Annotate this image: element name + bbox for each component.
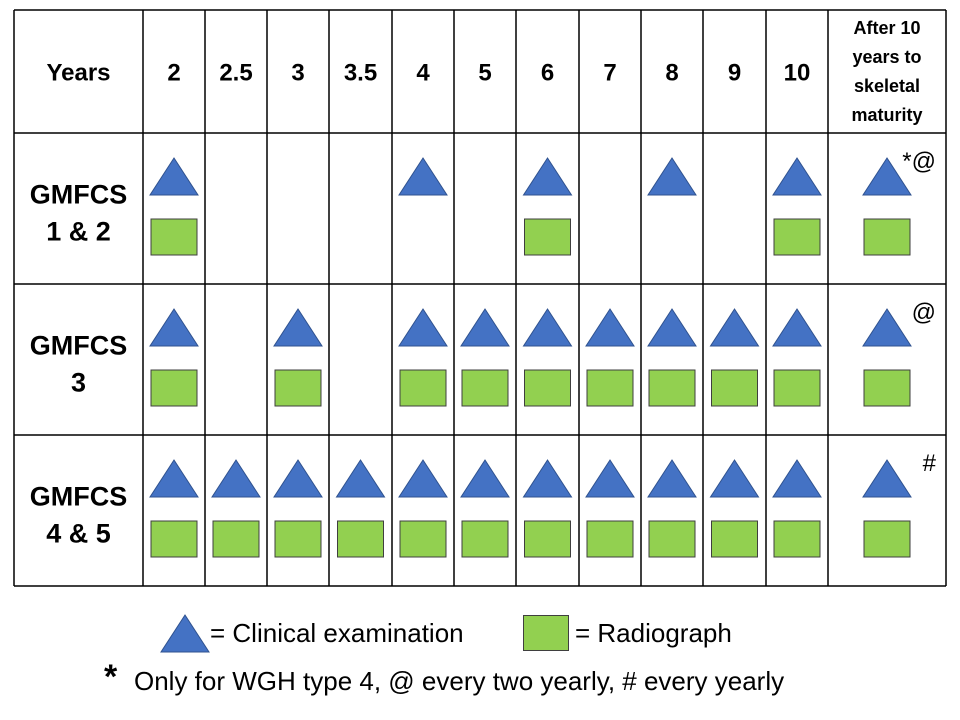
- footnote-text: Only for WGH type 4, @ every two yearly,…: [134, 666, 785, 696]
- header-year-3: 3.5: [344, 60, 377, 87]
- radiograph-marker: [274, 369, 322, 407]
- row-label-line2: 1 & 2: [46, 217, 111, 247]
- clinical-examination-marker: [335, 459, 386, 498]
- row-label-line1: GMFCS: [30, 482, 128, 512]
- radiograph-marker: [863, 218, 911, 256]
- radiograph-marker: [711, 520, 758, 558]
- header-year-0: 2: [167, 60, 180, 87]
- row-label-line1: GMFCS: [30, 180, 128, 210]
- clinical-examination-marker: [862, 308, 912, 347]
- clinical-examination-marker: [709, 308, 760, 347]
- legend: = Clinical examination = Radiograph: [0, 610, 960, 660]
- clinical-examination-marker: [772, 157, 822, 196]
- radiograph-marker: [648, 369, 696, 407]
- radiograph-marker: [461, 369, 509, 407]
- header-after-10-line: maturity: [851, 105, 922, 125]
- header-year-6: 6: [541, 60, 554, 87]
- clinical-examination-marker: [398, 308, 448, 347]
- header-year-7: 7: [603, 60, 616, 87]
- radiograph-marker: [586, 369, 634, 407]
- radiograph-marker: [212, 520, 260, 558]
- legend-clinical-examination: = Clinical examination: [160, 610, 464, 656]
- clinical-examination-marker: [647, 157, 697, 196]
- clinical-examination-marker: [772, 459, 822, 498]
- clinical-examination-marker: [522, 308, 573, 347]
- radiograph-marker: [524, 218, 571, 256]
- clinical-examination-marker: [522, 157, 573, 196]
- radiograph-marker: [150, 520, 198, 558]
- radiograph-marker: [337, 520, 384, 558]
- radiograph-marker: [711, 369, 758, 407]
- footnote: * Only for WGH type 4, @ every two yearl…: [0, 658, 960, 702]
- header-after-10-line: skeletal: [854, 76, 920, 96]
- radiograph-marker: [150, 369, 198, 407]
- clinical-examination-marker: [398, 157, 448, 196]
- clinical-examination-marker: [709, 459, 760, 498]
- clinical-examination-marker: [585, 459, 635, 498]
- header-after-10-line: After 10: [853, 18, 920, 38]
- radiograph-marker: [863, 520, 911, 558]
- header-year-9: 9: [728, 60, 741, 87]
- radiograph-marker: [399, 369, 447, 407]
- clinical-examination-marker: [772, 308, 822, 347]
- header-year-2: 3: [291, 60, 304, 87]
- header-year-8: 8: [665, 60, 678, 87]
- clinical-examination-marker: [647, 459, 697, 498]
- row-note: #: [923, 450, 937, 477]
- clinical-examination-marker: [862, 157, 912, 196]
- clinical-examination-marker: [398, 459, 448, 498]
- clinical-examination-marker: [149, 308, 199, 347]
- radiograph-marker: [773, 369, 821, 407]
- clinical-examination-marker: [460, 308, 510, 347]
- square-icon: [523, 615, 569, 651]
- radiograph-marker: [773, 520, 821, 558]
- row-label-line2: 3: [71, 368, 86, 398]
- footnote-star: *: [104, 658, 118, 696]
- legend-xray-label: = Radiograph: [575, 617, 732, 648]
- clinical-examination-marker: [585, 308, 635, 347]
- row-label-line2: 4 & 5: [46, 519, 111, 549]
- triangle-icon: [160, 613, 210, 653]
- radiograph-marker: [648, 520, 696, 558]
- clinical-examination-marker: [862, 459, 912, 498]
- legend-radiograph: = Radiograph: [523, 610, 732, 656]
- radiograph-marker: [773, 218, 821, 256]
- clinical-examination-marker: [149, 157, 199, 196]
- header-year-1: 2.5: [219, 60, 252, 87]
- header-years-label: Years: [46, 60, 110, 87]
- header-year-10: 10: [784, 60, 811, 87]
- radiograph-marker: [586, 520, 634, 558]
- radiograph-marker: [524, 369, 571, 407]
- legend-exam-label: = Clinical examination: [210, 617, 464, 648]
- schedule-table: Years 2 2.5 3 3.5 4 5 6 7 8 9 10 After 10 years to ske…: [13, 9, 947, 587]
- header-year-5: 5: [478, 60, 491, 87]
- clinical-examination-marker: [647, 308, 697, 347]
- clinical-examination-marker: [149, 459, 199, 498]
- row-label-line1: GMFCS: [30, 331, 128, 361]
- radiograph-marker: [399, 520, 447, 558]
- clinical-examination-marker: [522, 459, 573, 498]
- clinical-examination-marker: [211, 459, 261, 498]
- radiograph-marker: [274, 520, 322, 558]
- row-note: *@: [902, 148, 936, 175]
- radiograph-marker: [863, 369, 911, 407]
- header-year-4: 4: [416, 60, 430, 87]
- header-after-10-line: years to: [852, 47, 921, 67]
- radiograph-marker: [524, 520, 571, 558]
- clinical-examination-marker: [460, 459, 510, 498]
- radiograph-marker: [150, 218, 198, 256]
- clinical-examination-marker: [273, 308, 323, 347]
- row-note: @: [912, 299, 936, 326]
- radiograph-marker: [461, 520, 509, 558]
- clinical-examination-marker: [273, 459, 323, 498]
